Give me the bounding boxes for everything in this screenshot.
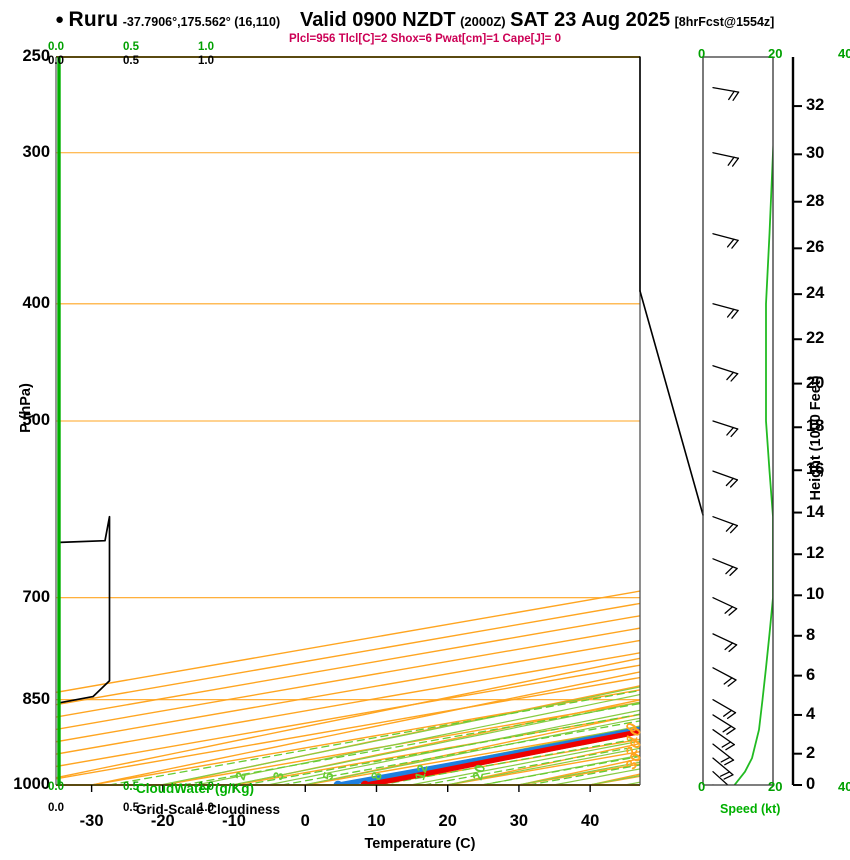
speed-tick-top: 40 [838, 46, 850, 61]
temperature-tick: 40 [580, 812, 600, 830]
cloudiness-tick-top: 1.0 [198, 55, 214, 67]
temperature-tick: 20 [438, 812, 457, 830]
svg-text:2: 2 [232, 770, 250, 782]
height-tick: 28 [806, 191, 825, 210]
dewpoint-curve [333, 726, 640, 785]
svg-text:10: 10 [623, 724, 646, 747]
cloudiness-tick-bottom: 0.5 [123, 802, 139, 814]
station-name: Ruru [68, 8, 119, 31]
speed-tick-top: 0 [698, 46, 706, 61]
temperature-tick: -20 [150, 812, 175, 830]
height-tick: 18 [806, 417, 825, 436]
height-tick: 8 [806, 625, 816, 644]
height-tick: 12 [806, 544, 825, 563]
temperature-tick: 10 [367, 812, 386, 830]
wind-speed-profile [733, 135, 773, 785]
mixing-ratio-labels: 2 3 5 8 12 20 [232, 762, 489, 781]
cloudiness-legend: Grid-Scale Cloudiness [136, 802, 281, 817]
plot-frame [55, 56, 704, 786]
height-tick: 26 [806, 238, 825, 257]
height-tick: 30 [806, 144, 825, 163]
isotherm-lines [56, 590, 640, 785]
cloudiness-tick-bottom: 1.0 [198, 802, 214, 814]
height-tick: 20 [806, 373, 825, 392]
svg-text:8: 8 [368, 770, 386, 782]
height-tick: 16 [806, 460, 825, 479]
svg-text:20: 20 [623, 737, 646, 760]
speed-tick-bottom: 40 [838, 779, 850, 794]
temperature-tick: -30 [79, 812, 104, 830]
height-tick: 14 [806, 502, 825, 521]
wind-panel-frame [702, 56, 774, 786]
cloudiness-tick-top: 0.5 [123, 55, 139, 67]
valid-time: Valid 0900 NZDT [300, 9, 456, 31]
valid-date: SAT 23 Aug 2025 [510, 9, 671, 31]
cloudwater-tick-top: 0.5 [123, 41, 139, 53]
station-marker-icon: ● [55, 11, 65, 28]
axis-ticks [90, 785, 591, 792]
speed-tick-top: 20 [768, 46, 783, 61]
height-tick: 10 [806, 585, 825, 604]
pressure-tick: 1000 [13, 775, 50, 793]
pressure-tick: 700 [22, 587, 50, 606]
cloudiness-tick-top: 0.0 [48, 55, 64, 67]
svg-text:30: 30 [623, 750, 646, 773]
pressure-tick: 850 [22, 689, 50, 708]
svg-text:5: 5 [319, 770, 337, 782]
height-tick: 24 [806, 284, 825, 303]
cloudwater-tick-top: 0.0 [48, 41, 64, 53]
cloudwater-trace [59, 515, 111, 704]
speed-axis-title: Speed (kt) [720, 802, 781, 816]
pressure-axis-title: P (hPa) [18, 383, 34, 433]
cloudiness-tick-bottom: 0.0 [48, 802, 64, 814]
pressure-tick: 500 [22, 411, 50, 429]
speed-tick-bottom: 20 [768, 779, 783, 794]
cloudwater-tick-top: 1.0 [198, 41, 214, 53]
temperature-axis-title: Temperature (C) [364, 836, 476, 852]
height-tick: 2 [806, 743, 816, 762]
cloudwater-tick-bottom: 0.5 [123, 781, 139, 793]
wind-barbs [712, 86, 740, 785]
svg-text:20: 20 [469, 762, 489, 781]
title-bar: ● Ruru -37.7906°,175.562° (16,110) Valid… [0, 6, 850, 32]
temperature-tick: 30 [509, 812, 529, 830]
height-axis [791, 57, 802, 786]
height-tick: 6 [806, 665, 816, 684]
height-tick: 0 [806, 775, 816, 793]
sounding-indices: Plcl=956 Tlcl[C]=2 Shox=6 Pwat[cm]=1 Cap… [289, 33, 561, 45]
svg-text:12: 12 [411, 762, 431, 781]
height-tick: 32 [806, 96, 825, 115]
temperature-curve [360, 728, 640, 785]
pressure-tick: 300 [22, 142, 50, 161]
height-tick: 4 [806, 704, 816, 723]
cloudwater-tick-bottom: 0.0 [48, 781, 64, 793]
station-coordinates: -37.7906°,175.562° (16,110) [122, 15, 281, 29]
pressure-tick: 250 [22, 47, 50, 65]
cloudwater-legend: CloudWater (g/Kg) [136, 781, 254, 796]
height-axis-title: Height (1000 Feet) [808, 375, 824, 501]
pressure-tick: 400 [22, 293, 50, 312]
cloudwater-tick-bottom: 1.0 [198, 781, 214, 793]
speed-tick-bottom: 0 [698, 779, 706, 794]
valid-time-zulu: (2000Z) [460, 14, 506, 29]
temperature-tick: 0 [300, 812, 310, 830]
svg-text:3: 3 [269, 770, 287, 782]
mixing-ratio-lines [108, 689, 640, 785]
forecast-stamp: [8hrFcst@1554z] [674, 15, 775, 29]
height-tick: 22 [806, 329, 825, 348]
temperature-tick: -10 [222, 812, 246, 830]
